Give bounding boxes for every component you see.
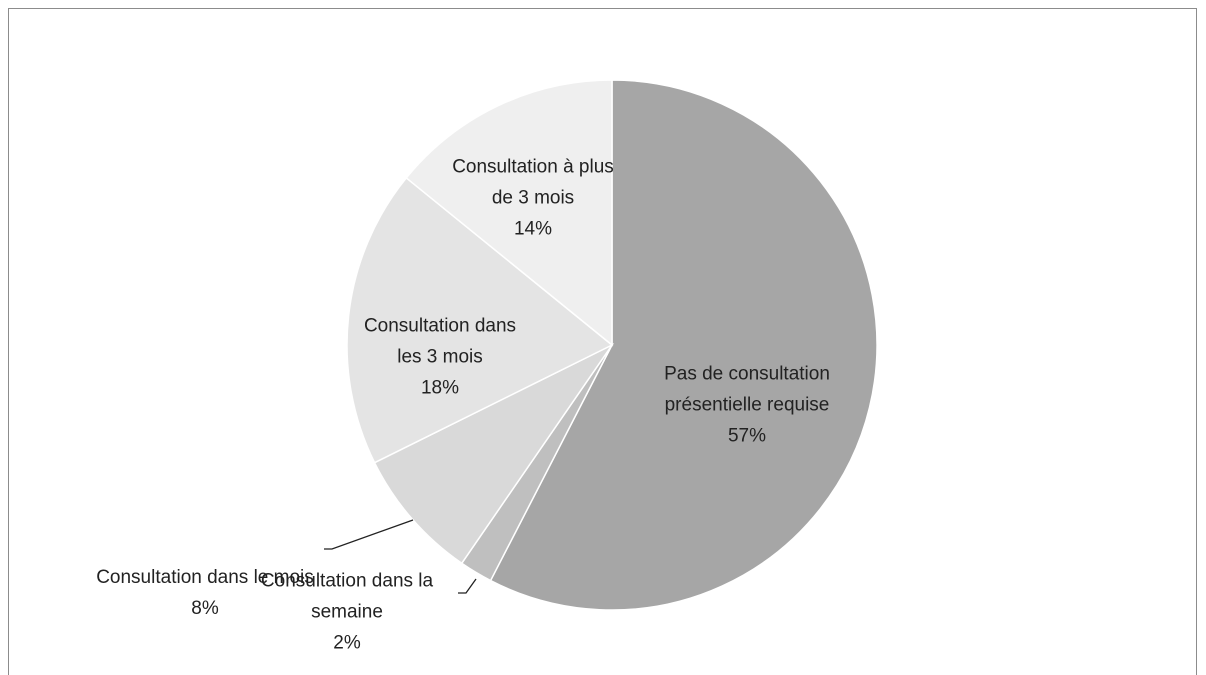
value-label: 14% (513, 218, 553, 240)
category-label: Pas de consultation présentielle requise (664, 363, 830, 416)
category-label: Consultation dans le mois (96, 567, 314, 588)
value-label: 8% (191, 598, 219, 619)
pie-slice (489, 79, 878, 611)
leader-line (324, 519, 414, 550)
value-label: 18% (420, 377, 460, 399)
pie (346, 79, 878, 611)
value-label: 57% (727, 425, 767, 447)
chart-frame (8, 8, 1197, 675)
data-label: Consultation dans les 3 mois 18% (355, 311, 525, 404)
category-label: Consultation dans les 3 mois (363, 315, 517, 368)
leader-line (458, 578, 477, 594)
data-label: Consultation à plus de 3 mois 14% (443, 152, 623, 245)
data-label: Consultation dans le mois 8% (88, 562, 323, 624)
data-label: Pas de consultation présentielle requise… (642, 359, 852, 452)
category-label: Consultation à plus de 3 mois (452, 156, 614, 209)
category-label: Consultation dans la semaine (260, 570, 434, 623)
data-label: Consultation dans la semaine 2% (257, 566, 437, 659)
pie-slice (346, 176, 614, 464)
pie-slice (405, 79, 613, 347)
pie-slice (373, 343, 615, 565)
value-label: 2% (333, 632, 361, 654)
